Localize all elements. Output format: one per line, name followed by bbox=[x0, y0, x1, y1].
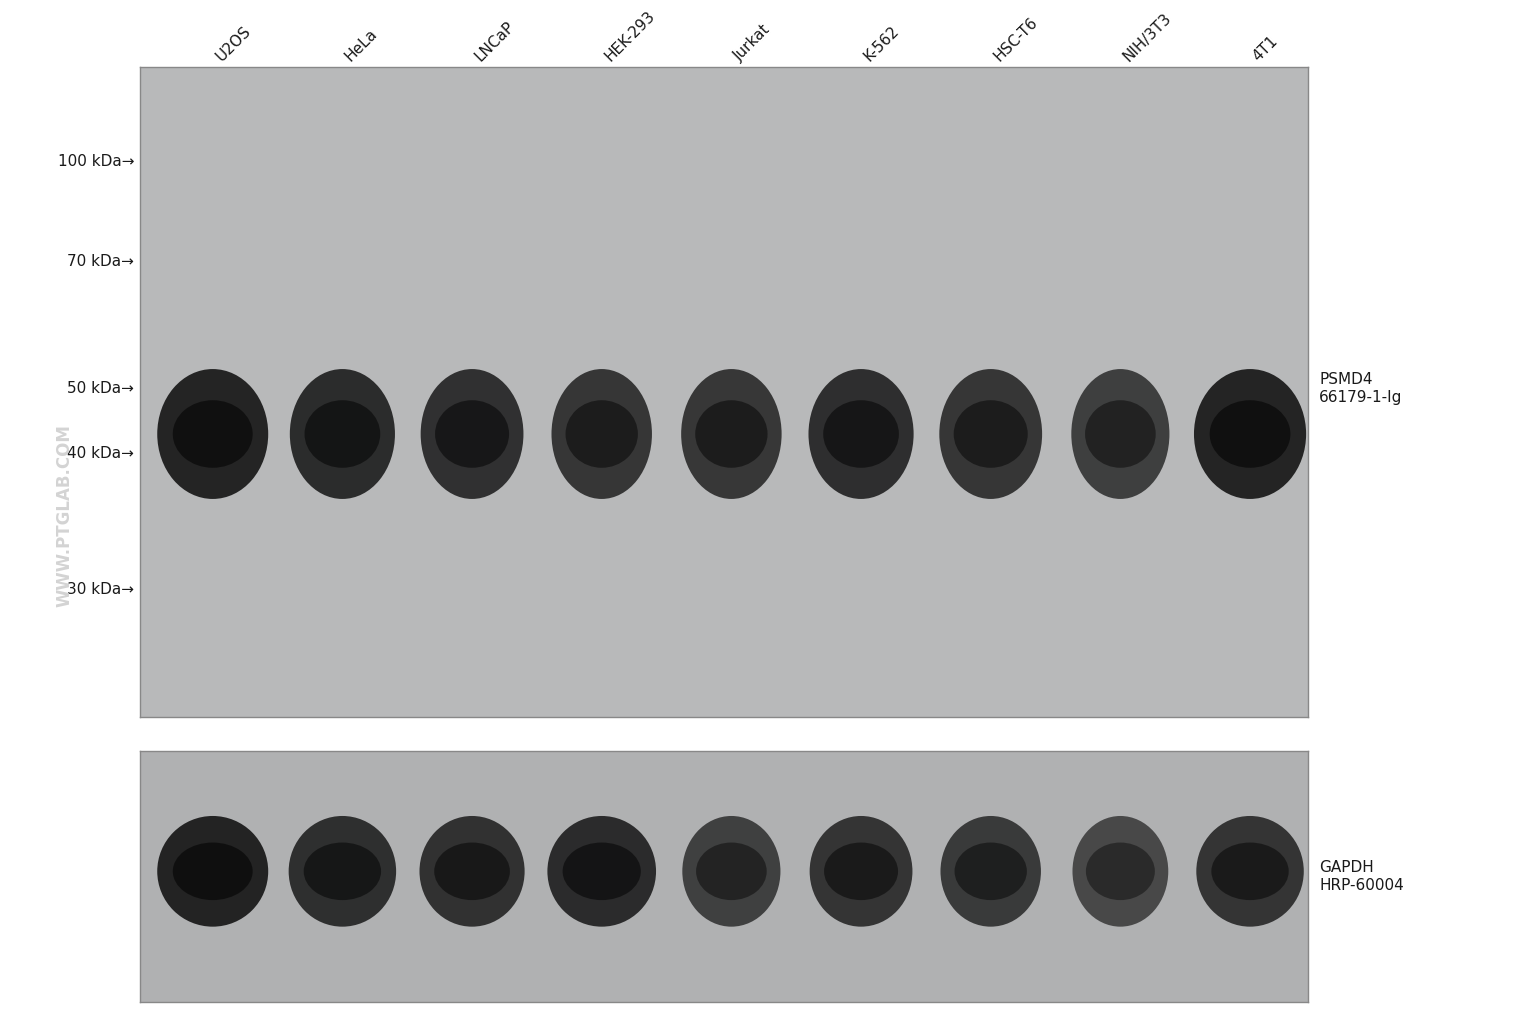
Ellipse shape bbox=[1072, 816, 1168, 927]
Text: 70 kDa→: 70 kDa→ bbox=[67, 255, 134, 269]
Ellipse shape bbox=[157, 369, 268, 499]
Ellipse shape bbox=[419, 816, 525, 927]
Ellipse shape bbox=[421, 369, 523, 499]
Ellipse shape bbox=[953, 400, 1028, 468]
Ellipse shape bbox=[808, 369, 913, 499]
Text: HEK-293: HEK-293 bbox=[602, 8, 657, 64]
Ellipse shape bbox=[1196, 816, 1304, 927]
Ellipse shape bbox=[290, 369, 395, 499]
Ellipse shape bbox=[288, 816, 396, 927]
Text: Jurkat: Jurkat bbox=[732, 22, 773, 64]
Ellipse shape bbox=[939, 369, 1042, 499]
Ellipse shape bbox=[435, 842, 509, 900]
Text: 30 kDa→: 30 kDa→ bbox=[67, 583, 134, 597]
Text: K-562: K-562 bbox=[862, 23, 901, 64]
Text: LNCaP: LNCaP bbox=[473, 19, 517, 64]
Ellipse shape bbox=[1072, 369, 1170, 499]
Ellipse shape bbox=[682, 369, 782, 499]
Ellipse shape bbox=[303, 842, 381, 900]
Ellipse shape bbox=[1211, 842, 1289, 900]
Ellipse shape bbox=[435, 400, 509, 468]
Ellipse shape bbox=[566, 400, 637, 468]
Text: PSMD4
66179-1-Ig: PSMD4 66179-1-Ig bbox=[1319, 372, 1403, 405]
Text: NIH/3T3: NIH/3T3 bbox=[1121, 10, 1174, 64]
Ellipse shape bbox=[695, 400, 767, 468]
Ellipse shape bbox=[172, 400, 253, 468]
Text: U2OS: U2OS bbox=[212, 23, 253, 64]
Ellipse shape bbox=[547, 816, 656, 927]
Ellipse shape bbox=[955, 842, 1026, 900]
Ellipse shape bbox=[305, 400, 380, 468]
Ellipse shape bbox=[157, 816, 268, 927]
Ellipse shape bbox=[563, 842, 640, 900]
Ellipse shape bbox=[552, 369, 653, 499]
Ellipse shape bbox=[810, 816, 912, 927]
Ellipse shape bbox=[172, 842, 253, 900]
Ellipse shape bbox=[682, 816, 781, 927]
Text: WWW.PTGLAB.COM: WWW.PTGLAB.COM bbox=[55, 424, 73, 607]
Ellipse shape bbox=[824, 842, 898, 900]
Ellipse shape bbox=[824, 400, 898, 468]
Ellipse shape bbox=[695, 842, 767, 900]
Text: HSC-T6: HSC-T6 bbox=[991, 14, 1040, 64]
Text: GAPDH
HRP-60004: GAPDH HRP-60004 bbox=[1319, 860, 1405, 893]
Text: 100 kDa→: 100 kDa→ bbox=[58, 154, 134, 169]
Ellipse shape bbox=[941, 816, 1042, 927]
Text: 4T1: 4T1 bbox=[1250, 33, 1281, 64]
Text: 40 kDa→: 40 kDa→ bbox=[67, 446, 134, 461]
Ellipse shape bbox=[1194, 369, 1305, 499]
Ellipse shape bbox=[1086, 400, 1156, 468]
Text: 50 kDa→: 50 kDa→ bbox=[67, 381, 134, 396]
Ellipse shape bbox=[1209, 400, 1290, 468]
Text: HeLa: HeLa bbox=[343, 26, 380, 64]
Ellipse shape bbox=[1086, 842, 1154, 900]
